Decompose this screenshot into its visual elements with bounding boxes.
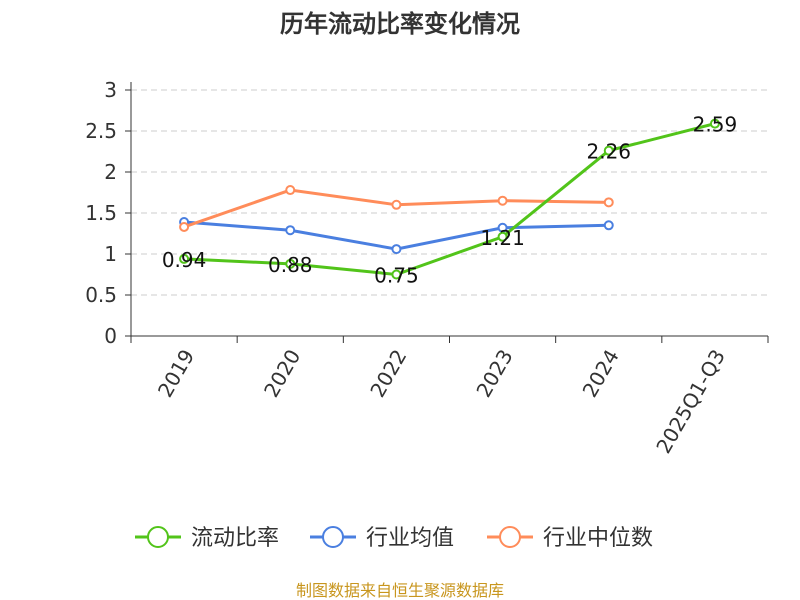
legend-circle-icon: [499, 526, 521, 548]
data-point[interactable]: [391, 244, 402, 255]
y-tick-label: 1: [104, 242, 117, 266]
data-point[interactable]: [497, 195, 508, 206]
data-label: 0.75: [374, 264, 419, 288]
data-label: 2.26: [586, 140, 631, 164]
data-point[interactable]: [285, 185, 296, 196]
data-label: 1.21: [480, 226, 525, 250]
x-tick-label: 2025Q1-Q3: [651, 345, 730, 457]
data-point[interactable]: [391, 199, 402, 210]
x-tick-label: 2024: [578, 345, 624, 401]
legend-label: 行业均值: [366, 526, 454, 551]
source-note: 制图数据来自恒生聚源数据库: [296, 581, 504, 600]
legend-item[interactable]: 流动比率: [135, 526, 279, 551]
y-tick-label: 3: [104, 78, 117, 102]
y-tick-label: 2.5: [85, 119, 117, 143]
data-label: 0.88: [268, 253, 313, 277]
y-tick-label: 1.5: [85, 201, 117, 225]
x-tick-label: 2019: [153, 345, 199, 401]
x-tick-label: 2020: [259, 345, 305, 401]
data-point[interactable]: [603, 197, 614, 208]
legend-label: 流动比率: [191, 526, 279, 551]
legend-item[interactable]: 行业中位数: [487, 526, 653, 551]
data-point[interactable]: [497, 222, 508, 233]
x-tick-label: 2022: [365, 345, 411, 401]
data-point[interactable]: [285, 258, 296, 269]
legend-circle-icon: [147, 526, 169, 548]
data-point[interactable]: [603, 220, 614, 231]
data-point[interactable]: [285, 225, 296, 236]
legend-item[interactable]: 行业均值: [310, 526, 454, 551]
legend-label: 行业中位数: [543, 526, 653, 551]
chart-title: 历年流动比率变化情况: [280, 10, 520, 38]
data-point[interactable]: [497, 231, 508, 242]
data-point[interactable]: [603, 145, 614, 156]
data-label: 0.94: [162, 248, 207, 272]
data-point[interactable]: [709, 118, 720, 129]
data-point[interactable]: [391, 269, 402, 280]
y-tick-label: 2: [104, 160, 117, 184]
y-tick-label: 0: [104, 324, 117, 348]
data-point[interactable]: [179, 253, 190, 264]
data-point[interactable]: [179, 221, 190, 232]
series-line: [184, 122, 716, 277]
legend-circle-icon: [322, 526, 344, 548]
y-tick-label: 0.5: [85, 283, 117, 307]
data-label: 2.59: [693, 113, 738, 137]
x-tick-label: 2023: [471, 345, 517, 401]
